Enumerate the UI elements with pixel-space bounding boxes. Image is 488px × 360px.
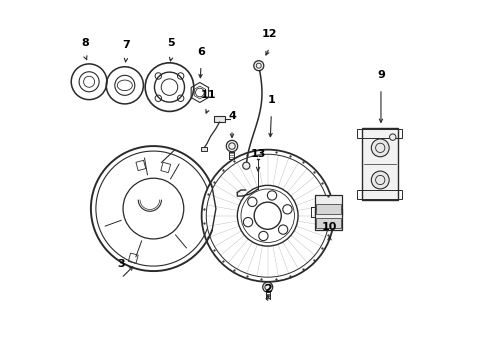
Circle shape bbox=[226, 140, 237, 152]
Bar bbox=[362, 128, 397, 200]
Circle shape bbox=[242, 162, 249, 169]
Text: 5: 5 bbox=[167, 38, 175, 48]
Bar bbox=[214, 116, 224, 122]
Text: 13: 13 bbox=[250, 149, 265, 158]
Circle shape bbox=[370, 139, 388, 157]
Text: 10: 10 bbox=[321, 222, 337, 232]
Text: 4: 4 bbox=[227, 111, 235, 121]
Text: 8: 8 bbox=[81, 38, 89, 48]
Bar bbox=[314, 209, 341, 230]
Text: 7: 7 bbox=[122, 40, 129, 50]
Text: 11: 11 bbox=[200, 90, 215, 100]
Bar bbox=[315, 204, 340, 214]
Bar bbox=[314, 195, 341, 215]
Circle shape bbox=[370, 171, 388, 189]
Circle shape bbox=[262, 282, 272, 292]
Bar bbox=[356, 129, 401, 138]
Circle shape bbox=[389, 134, 395, 140]
Text: 1: 1 bbox=[267, 95, 275, 105]
Bar bbox=[136, 160, 145, 171]
Text: 3: 3 bbox=[117, 259, 125, 269]
Bar bbox=[356, 190, 401, 199]
Bar bbox=[201, 147, 206, 152]
Circle shape bbox=[253, 61, 263, 71]
Text: 9: 9 bbox=[376, 70, 384, 80]
Text: 6: 6 bbox=[197, 47, 204, 57]
Text: 2: 2 bbox=[264, 284, 271, 294]
Text: 12: 12 bbox=[261, 29, 277, 39]
Bar bbox=[161, 162, 170, 173]
Bar bbox=[128, 253, 138, 264]
Bar bbox=[315, 218, 340, 229]
